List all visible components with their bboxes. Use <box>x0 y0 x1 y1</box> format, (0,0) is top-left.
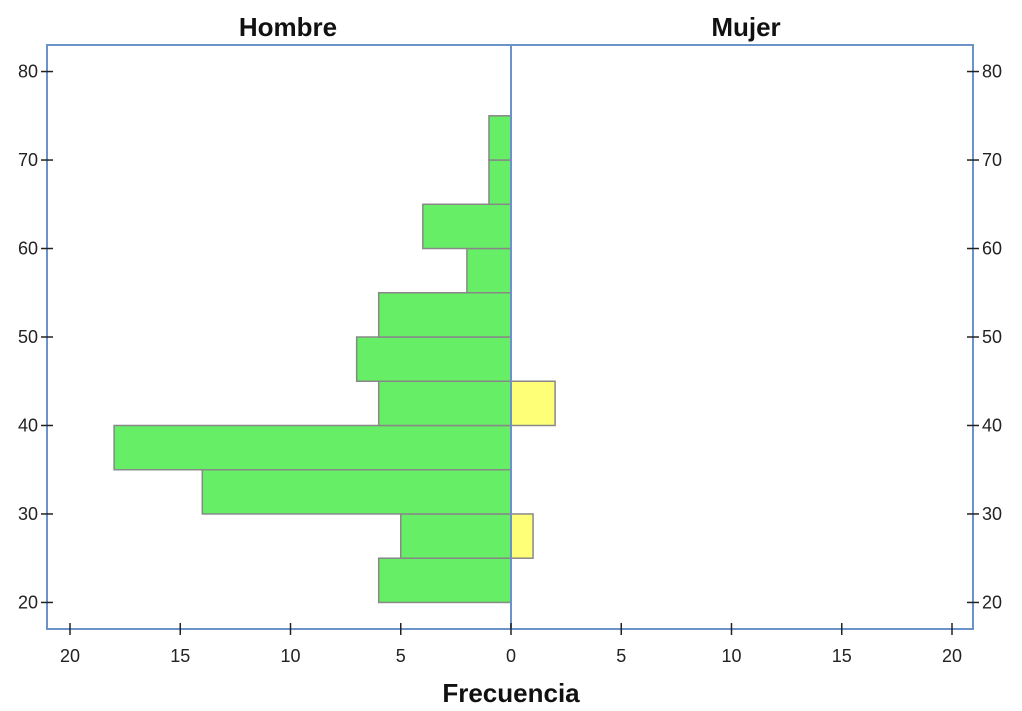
y-axis-ticks: 20 20 30 30 40 40 50 50 60 60 70 70 80 80 <box>18 62 1002 613</box>
bar-hombre-60-65 <box>422 203 512 250</box>
y-tick-label-right: 40 <box>982 415 1002 435</box>
bar-hombre-20-25 <box>377 557 512 604</box>
x-axis-ticks: 20 15 10 5 0 5 10 15 20 <box>60 623 962 666</box>
bar-hombre-35-40 <box>113 424 512 471</box>
panel-title-hombre: Hombre <box>239 12 337 42</box>
y-tick-label-right: 30 <box>982 504 1002 524</box>
y-tick-label-left: 20 <box>18 592 38 612</box>
bar-hombre-45-50 <box>355 336 512 382</box>
y-tick-label-left: 40 <box>18 415 38 435</box>
plot-frame <box>46 44 974 630</box>
y-tick-label-right: 70 <box>982 150 1002 170</box>
bar-hombre-65-70 <box>488 159 512 206</box>
y-tick-label-right: 50 <box>982 327 1002 347</box>
y-tick-label-left: 80 <box>18 62 38 82</box>
bars-group <box>113 115 556 604</box>
bar-mujer-25-30 <box>510 513 534 559</box>
x-tick-label: 15 <box>170 646 190 666</box>
bar-hombre-30-35 <box>201 468 512 515</box>
y-tick-label-left: 30 <box>18 504 38 524</box>
bar-hombre-40-45 <box>377 380 512 427</box>
x-tick-label: 15 <box>832 646 852 666</box>
x-tick-label: 10 <box>721 646 741 666</box>
bar-mujer-40-45 <box>510 380 556 427</box>
x-tick-label: 20 <box>942 646 962 666</box>
bar-hombre-70-75 <box>488 115 512 161</box>
bar-hombre-25-30 <box>400 513 512 559</box>
x-tick-label: 10 <box>280 646 300 666</box>
x-axis-title: Frecuencia <box>442 678 580 708</box>
bar-hombre-50-55 <box>377 292 512 338</box>
bar-hombre-55-60 <box>466 247 512 294</box>
y-tick-label-right: 20 <box>982 592 1002 612</box>
y-tick-label-left: 50 <box>18 327 38 347</box>
y-tick-label-left: 60 <box>18 239 38 259</box>
x-tick-label: 20 <box>60 646 80 666</box>
y-tick-label-right: 80 <box>982 62 1002 82</box>
panel-title-mujer: Mujer <box>711 12 780 42</box>
y-tick-label-right: 60 <box>982 239 1002 259</box>
x-tick-label: 5 <box>616 646 626 666</box>
x-tick-label: 5 <box>396 646 406 666</box>
y-tick-label-left: 70 <box>18 150 38 170</box>
x-tick-label: 0 <box>506 646 516 666</box>
